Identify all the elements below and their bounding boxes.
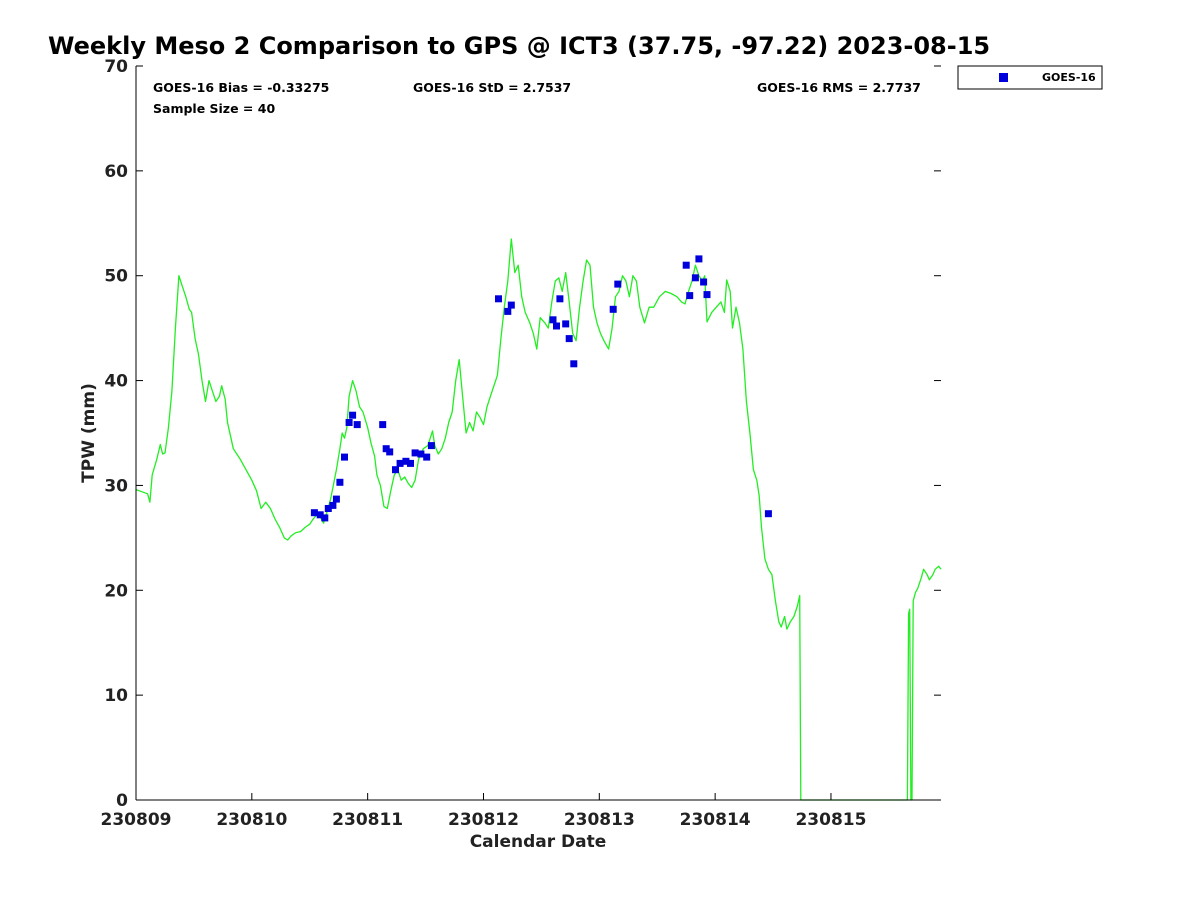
stat-bias: GOES-16 Bias = -0.33275: [153, 80, 329, 95]
goes16-point: [553, 322, 560, 330]
y-tick-label: 30: [104, 476, 128, 496]
goes16-point: [565, 335, 573, 343]
gps-tpw-line: [135, 238, 942, 801]
y-tick-label: 20: [104, 581, 128, 601]
goes16-point: [332, 495, 340, 503]
goes16-point: [321, 514, 329, 522]
goes16-point: [349, 411, 357, 419]
goes16-point: [549, 316, 557, 324]
x-tick-label: 230814: [680, 810, 751, 830]
x-tick-label: 230813: [564, 810, 635, 830]
goes16-point: [324, 505, 332, 512]
goes16-point: [504, 307, 512, 315]
gps-line-layer: [135, 238, 942, 801]
goes16-point: [507, 301, 515, 309]
chart-title: Weekly Meso 2 Comparison to GPS @ ICT3 (…: [48, 32, 990, 60]
x-axis-label: Calendar Date: [470, 832, 607, 852]
y-tick-label: 50: [104, 267, 128, 287]
goes16-point: [703, 291, 711, 299]
goes16-point: [495, 295, 502, 303]
goes16-point: [411, 449, 419, 457]
goes16-point: [336, 478, 344, 486]
goes16-point: [353, 421, 361, 429]
x-tick-label: 230811: [332, 810, 403, 830]
plot-background: [136, 66, 941, 800]
plot-area: [135, 66, 942, 801]
goes16-point: [345, 419, 353, 426]
goes16-point: [682, 261, 690, 269]
y-tick-group: 0 10 20 30 40 50 60 70: [104, 57, 941, 811]
goes16-point: [316, 511, 324, 519]
x-tick-group: 230809 230810 230811 230812 230813 230814 2308…: [101, 793, 866, 830]
goes16-point: [570, 360, 578, 368]
goes16-point: [700, 278, 708, 286]
x-tick-label: 230809: [101, 810, 172, 830]
x-tick-label: 230815: [795, 810, 866, 830]
goes-marker-layer: [310, 255, 772, 522]
y-tick-label: 70: [104, 57, 128, 77]
goes16-point: [407, 459, 414, 467]
goes16-point: [764, 510, 772, 518]
stat-std: GOES-16 StD = 2.7537: [413, 80, 571, 95]
stat-rms: GOES-16 RMS = 2.7737: [757, 80, 921, 95]
legend-marker-icon: [999, 73, 1008, 82]
goes16-point: [379, 421, 387, 429]
goes16-point: [396, 459, 404, 467]
y-tick-label: 60: [104, 162, 128, 182]
goes16-point: [695, 255, 703, 263]
goes16-point: [562, 320, 570, 328]
goes16-point: [392, 466, 399, 474]
legend: GOES-16: [957, 65, 1103, 90]
goes16-point: [423, 453, 431, 461]
goes16-point: [614, 280, 622, 288]
goes16-point: [427, 442, 435, 450]
legend-label-goes16: GOES-16: [1042, 71, 1096, 84]
goes16-point: [686, 292, 694, 300]
y-tick-label: 40: [104, 372, 128, 392]
goes16-point: [556, 295, 564, 303]
goes16-point: [386, 448, 394, 456]
y-tick-label: 0: [116, 791, 128, 811]
legend-box: [957, 65, 1103, 90]
goes16-point: [329, 501, 337, 509]
goes16-point: [417, 450, 425, 458]
y-axis-label: TPW (mm): [79, 383, 99, 483]
stat-sample-size: Sample Size = 40: [153, 101, 275, 116]
y-tick-label: 10: [104, 686, 128, 706]
goes16-point: [310, 509, 318, 517]
goes16-point: [691, 274, 699, 282]
x-tick-label: 230810: [216, 810, 287, 830]
x-tick-label: 230812: [448, 810, 519, 830]
goes16-point: [609, 305, 617, 313]
goes16-point: [402, 457, 410, 465]
goes16-point: [341, 453, 348, 461]
